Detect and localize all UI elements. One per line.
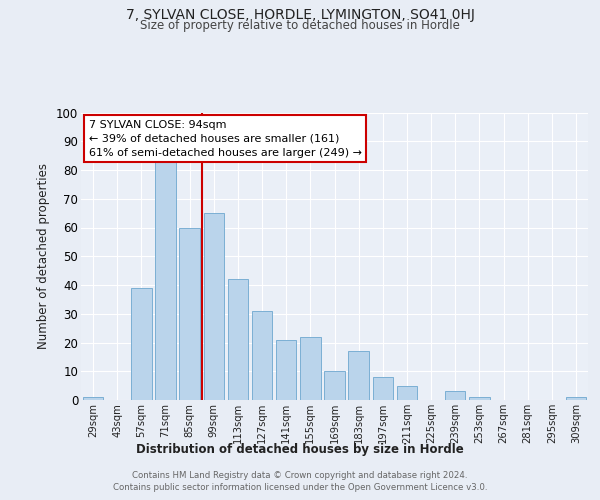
Bar bbox=[445, 392, 466, 400]
Bar bbox=[566, 397, 586, 400]
Y-axis label: Number of detached properties: Number of detached properties bbox=[37, 163, 50, 350]
Bar bbox=[397, 386, 417, 400]
Text: Distribution of detached houses by size in Hordle: Distribution of detached houses by size … bbox=[136, 442, 464, 456]
Bar bbox=[179, 228, 200, 400]
Bar bbox=[252, 311, 272, 400]
Bar bbox=[227, 279, 248, 400]
Bar bbox=[324, 371, 345, 400]
Bar bbox=[155, 162, 176, 400]
Bar bbox=[83, 397, 103, 400]
Bar bbox=[203, 213, 224, 400]
Bar bbox=[276, 340, 296, 400]
Text: Contains HM Land Registry data © Crown copyright and database right 2024.
Contai: Contains HM Land Registry data © Crown c… bbox=[113, 471, 487, 492]
Bar bbox=[469, 397, 490, 400]
Bar bbox=[349, 351, 369, 400]
Bar bbox=[300, 337, 320, 400]
Text: 7, SYLVAN CLOSE, HORDLE, LYMINGTON, SO41 0HJ: 7, SYLVAN CLOSE, HORDLE, LYMINGTON, SO41… bbox=[125, 8, 475, 22]
Bar bbox=[373, 377, 393, 400]
Bar bbox=[131, 288, 152, 400]
Text: 7 SYLVAN CLOSE: 94sqm
← 39% of detached houses are smaller (161)
61% of semi-det: 7 SYLVAN CLOSE: 94sqm ← 39% of detached … bbox=[89, 120, 362, 158]
Text: Size of property relative to detached houses in Hordle: Size of property relative to detached ho… bbox=[140, 19, 460, 32]
